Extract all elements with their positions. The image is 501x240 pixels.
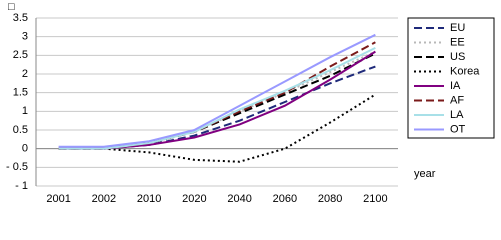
y-tick-label: - 1: [15, 180, 28, 192]
y-tick-label: 0.5: [13, 124, 28, 136]
y-tick-label: 1: [22, 105, 28, 117]
x-tick-label: 2002: [92, 193, 116, 205]
legend-label: IA: [450, 80, 461, 92]
x-tick-label: 2020: [182, 193, 206, 205]
series-line: [58, 52, 376, 150]
legend-label: EE: [450, 36, 465, 48]
x-tick-label: 2060: [273, 193, 297, 205]
y-tick-label: - 0.5: [6, 161, 28, 173]
series-line: [58, 65, 376, 150]
x-axis-label: year: [414, 168, 436, 180]
legend-label: Korea: [450, 65, 480, 77]
x-tick-label: 2001: [46, 193, 70, 205]
y-tick-label: 0: [22, 143, 28, 155]
y-tick-label: 2: [22, 68, 28, 80]
series-line: [58, 50, 376, 150]
series-line: [58, 50, 376, 150]
y-tick-label: 3.5: [13, 12, 28, 24]
y-tick-label: 1.5: [13, 87, 28, 99]
chart: □ year - 1 - 0.5 0 0.5 1 1.5 2 2.5 3 3.5 2001 2002 2…: [6, 1, 495, 205]
legend-label: US: [450, 51, 465, 63]
legend-label: OT: [450, 123, 466, 135]
legend-box: [407, 17, 495, 139]
series-line: [58, 46, 376, 150]
y-tick-label: 2.5: [13, 49, 28, 61]
x-tick-label: 2080: [318, 193, 342, 205]
series-line: [58, 33, 376, 148]
x-tick-label: 2010: [137, 193, 161, 205]
y-tick-label: 3: [22, 31, 28, 43]
x-tick-label: 2100: [363, 193, 387, 205]
legend-label: LA: [450, 109, 464, 121]
y-axis-label: □: [8, 1, 15, 13]
x-tick-label: 2040: [227, 193, 251, 205]
legend-label: EU: [450, 22, 465, 34]
legend-label: AF: [450, 94, 464, 106]
